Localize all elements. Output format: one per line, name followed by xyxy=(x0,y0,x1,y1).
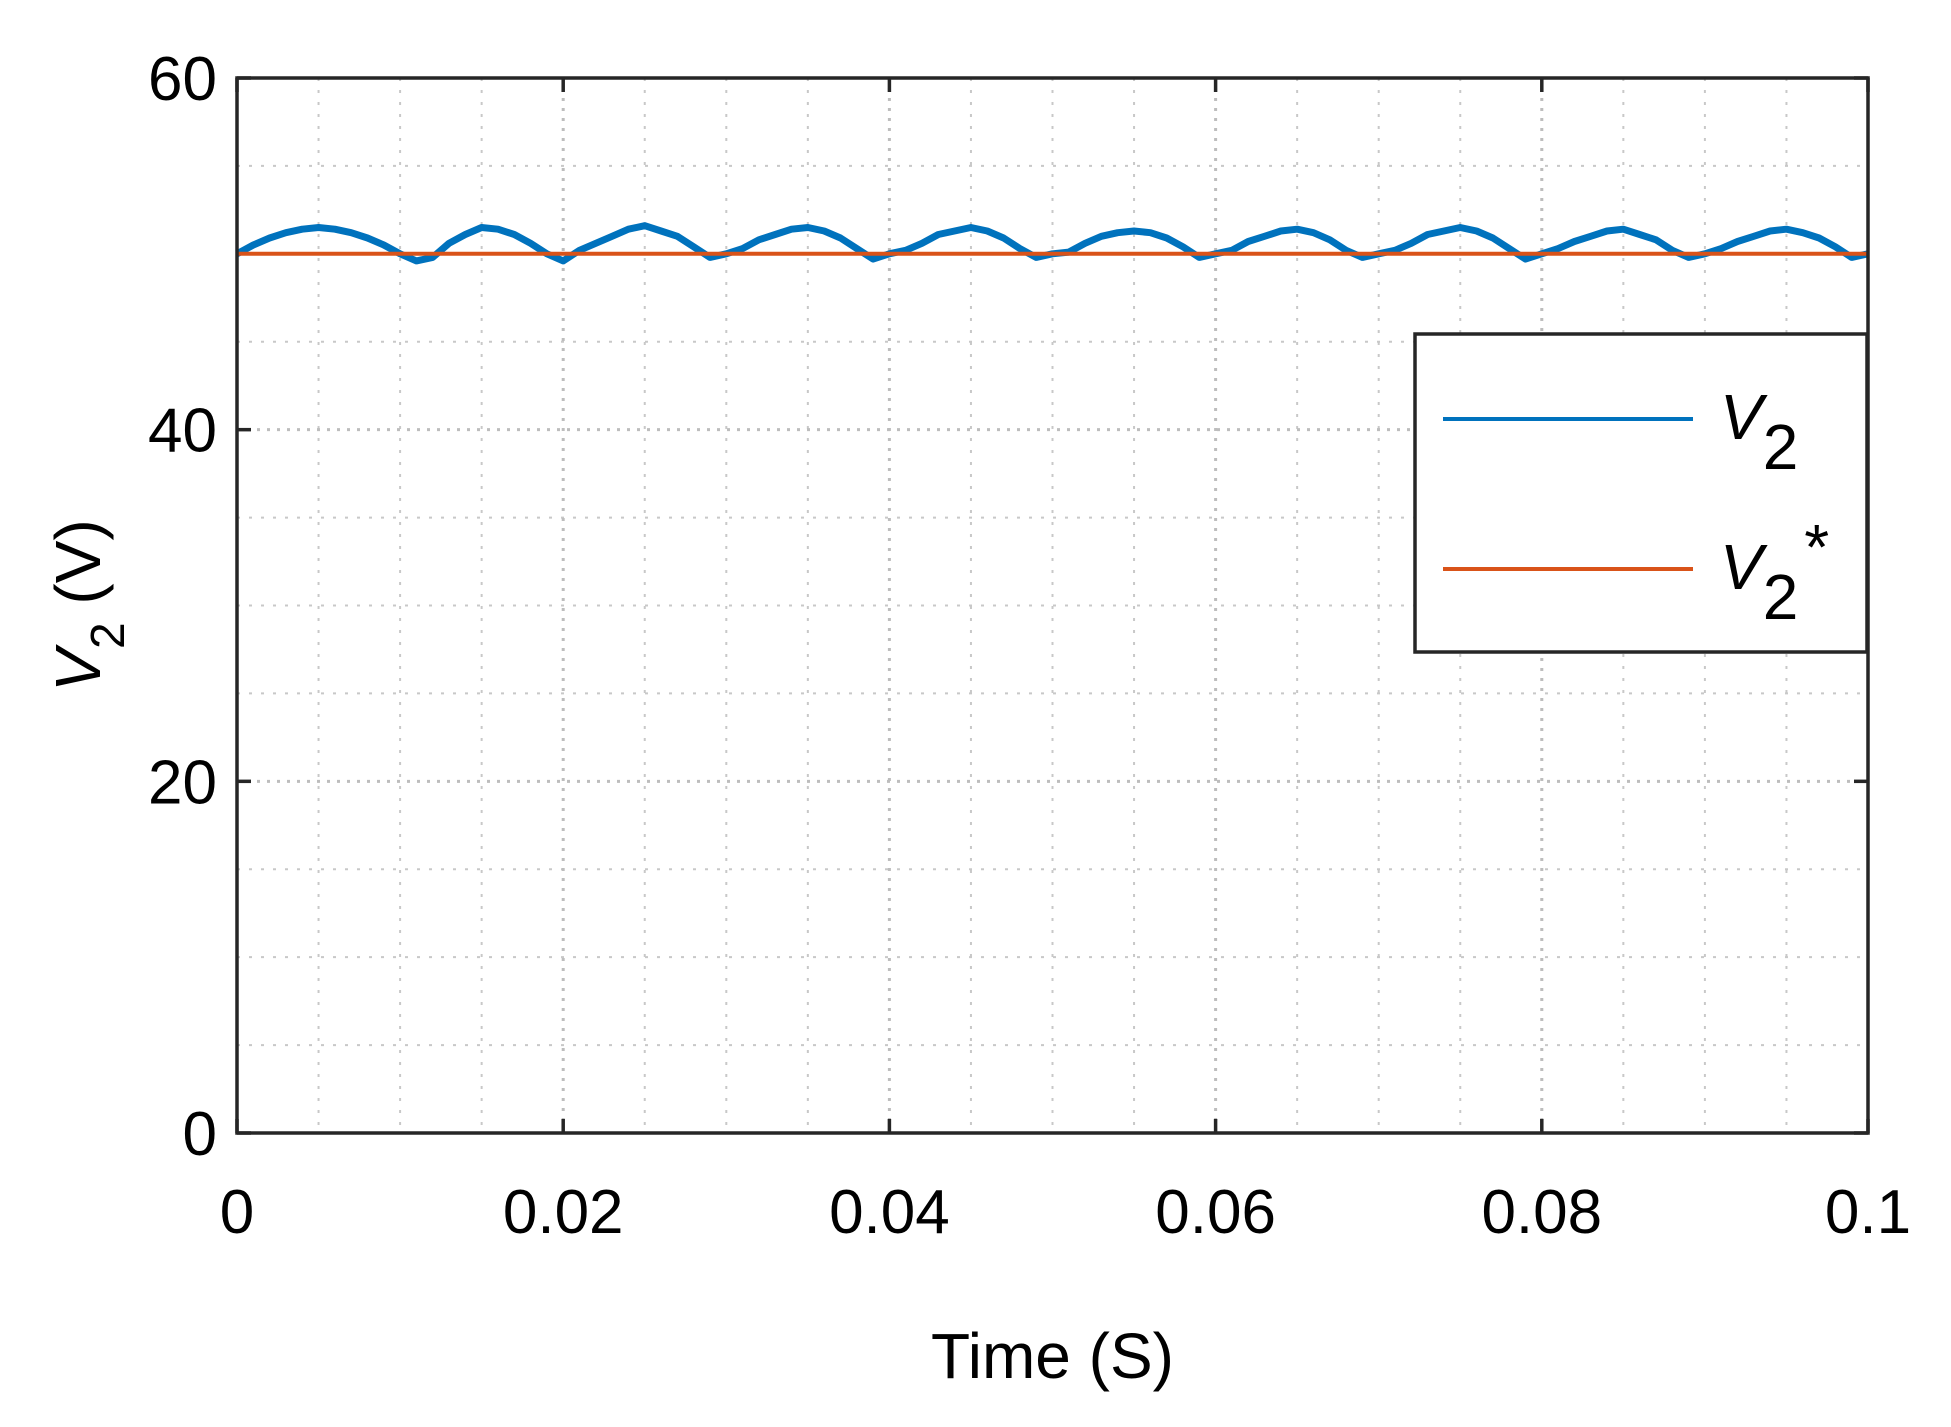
legend-box xyxy=(1413,332,1869,654)
y-axis-label-subscript: 2 xyxy=(82,622,135,649)
x-tick-label: 0 xyxy=(220,1178,254,1247)
series-layer xyxy=(235,222,1869,265)
x-tick-label: 0.06 xyxy=(1155,1178,1276,1247)
x-tick-label: 0.08 xyxy=(1481,1178,1602,1247)
y-tick-label: 20 xyxy=(148,748,217,817)
legend-label-2: V2* xyxy=(1720,511,1829,633)
y-axis-label-symbol: V xyxy=(42,644,114,692)
label-layer: 0 0.02 0.04 0.06 0.08 0.1 0 20 40 60 Time (S) V2 (V… xyxy=(42,45,1911,1392)
y-tick-label: 0 xyxy=(183,1100,217,1169)
x-tick-label: 0.04 xyxy=(829,1178,950,1247)
y-tick-label: 40 xyxy=(148,397,217,466)
x-axis-label: Time (S) xyxy=(931,1320,1174,1392)
x-tick-label: 0.1 xyxy=(1825,1178,1911,1247)
y-axis-label-text: V2 (V) xyxy=(42,519,135,691)
y-axis-label: V2 (V) xyxy=(42,519,135,691)
y-tick-label: 60 xyxy=(148,45,217,114)
y-axis-label-unit: (V) xyxy=(42,519,114,622)
legend-label-1: V2 xyxy=(1720,381,1798,483)
x-tick-label: 0.02 xyxy=(503,1178,624,1247)
